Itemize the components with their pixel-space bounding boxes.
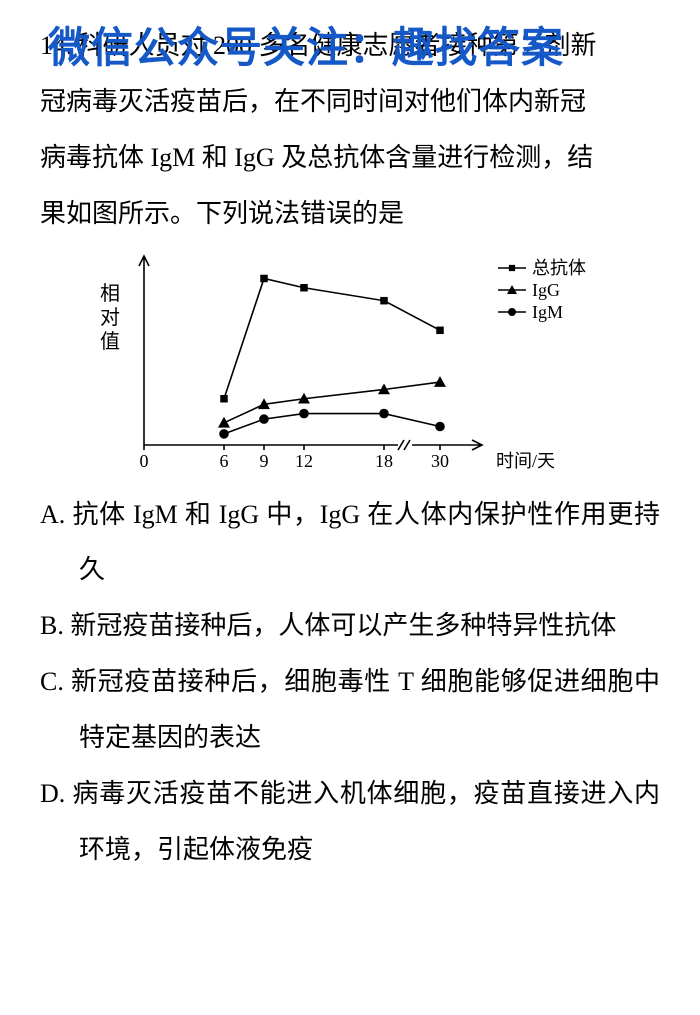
question-stem: 科研人员对 200 多名健康志愿者接种第 2 剂新 冠病毒灭活疫苗后，在不同时间… bbox=[40, 18, 660, 242]
option-a: A. 抗体 IgM 和 IgG 中，IgG 在人体内保护性作用更持久 bbox=[40, 487, 660, 599]
svg-text:6: 6 bbox=[220, 451, 229, 471]
svg-text:相对值: 相对值 bbox=[100, 282, 120, 353]
option-b: B. 新冠疫苗接种后，人体可以产生多种特异性抗体 bbox=[40, 598, 660, 654]
stem-line: 科研人员对 200 多名健康志愿者接种第 2 剂新 bbox=[40, 18, 660, 74]
option-d-text: 病毒灭活疫苗不能进入机体细胞，疫苗直接进入内环境，引起体液免疫 bbox=[73, 779, 660, 864]
svg-text:IgM: IgM bbox=[532, 302, 563, 322]
exam-question: 14. 科研人员对 200 多名健康志愿者接种第 2 剂新 冠病毒灭活疫苗后，在… bbox=[0, 0, 700, 898]
option-d: D. 病毒灭活疫苗不能进入机体细胞，疫苗直接进入内环境，引起体液免疫 bbox=[40, 766, 660, 878]
options-block: A. 抗体 IgM 和 IgG 中，IgG 在人体内保护性作用更持久 B. 新冠… bbox=[40, 487, 660, 878]
svg-text:0: 0 bbox=[140, 451, 149, 471]
stem-line: 果如图所示。下列说法错误的是 bbox=[40, 186, 660, 242]
svg-text:18: 18 bbox=[375, 451, 393, 471]
svg-text:9: 9 bbox=[260, 451, 269, 471]
svg-text:IgG: IgG bbox=[532, 280, 560, 300]
option-c-text: 新冠疫苗接种后，细胞毒性 T 细胞能够促进细胞中特定基因的表达 bbox=[71, 667, 660, 752]
question-number: 14. bbox=[40, 18, 73, 74]
stem-line: 病毒抗体 IgM 和 IgG 及总抗体含量进行检测，结 bbox=[40, 130, 660, 186]
svg-text:总抗体: 总抗体 bbox=[532, 258, 586, 278]
option-b-text: 新冠疫苗接种后，人体可以产生多种特异性抗体 bbox=[70, 611, 616, 640]
svg-text:12: 12 bbox=[295, 451, 313, 471]
antibody-chart: 0 6 9 12 18 30 相对值时间/天 总抗体IgGIgM bbox=[80, 250, 620, 485]
option-c: C. 新冠疫苗接种后，细胞毒性 T 细胞能够促进细胞中特定基因的表达 bbox=[40, 654, 660, 766]
svg-text:时间/天: 时间/天 bbox=[496, 451, 555, 471]
option-a-text: 抗体 IgM 和 IgG 中，IgG 在人体内保护性作用更持久 bbox=[72, 500, 660, 585]
stem-line: 冠病毒灭活疫苗后，在不同时间对他们体内新冠 bbox=[40, 74, 660, 130]
svg-text:30: 30 bbox=[431, 451, 449, 471]
